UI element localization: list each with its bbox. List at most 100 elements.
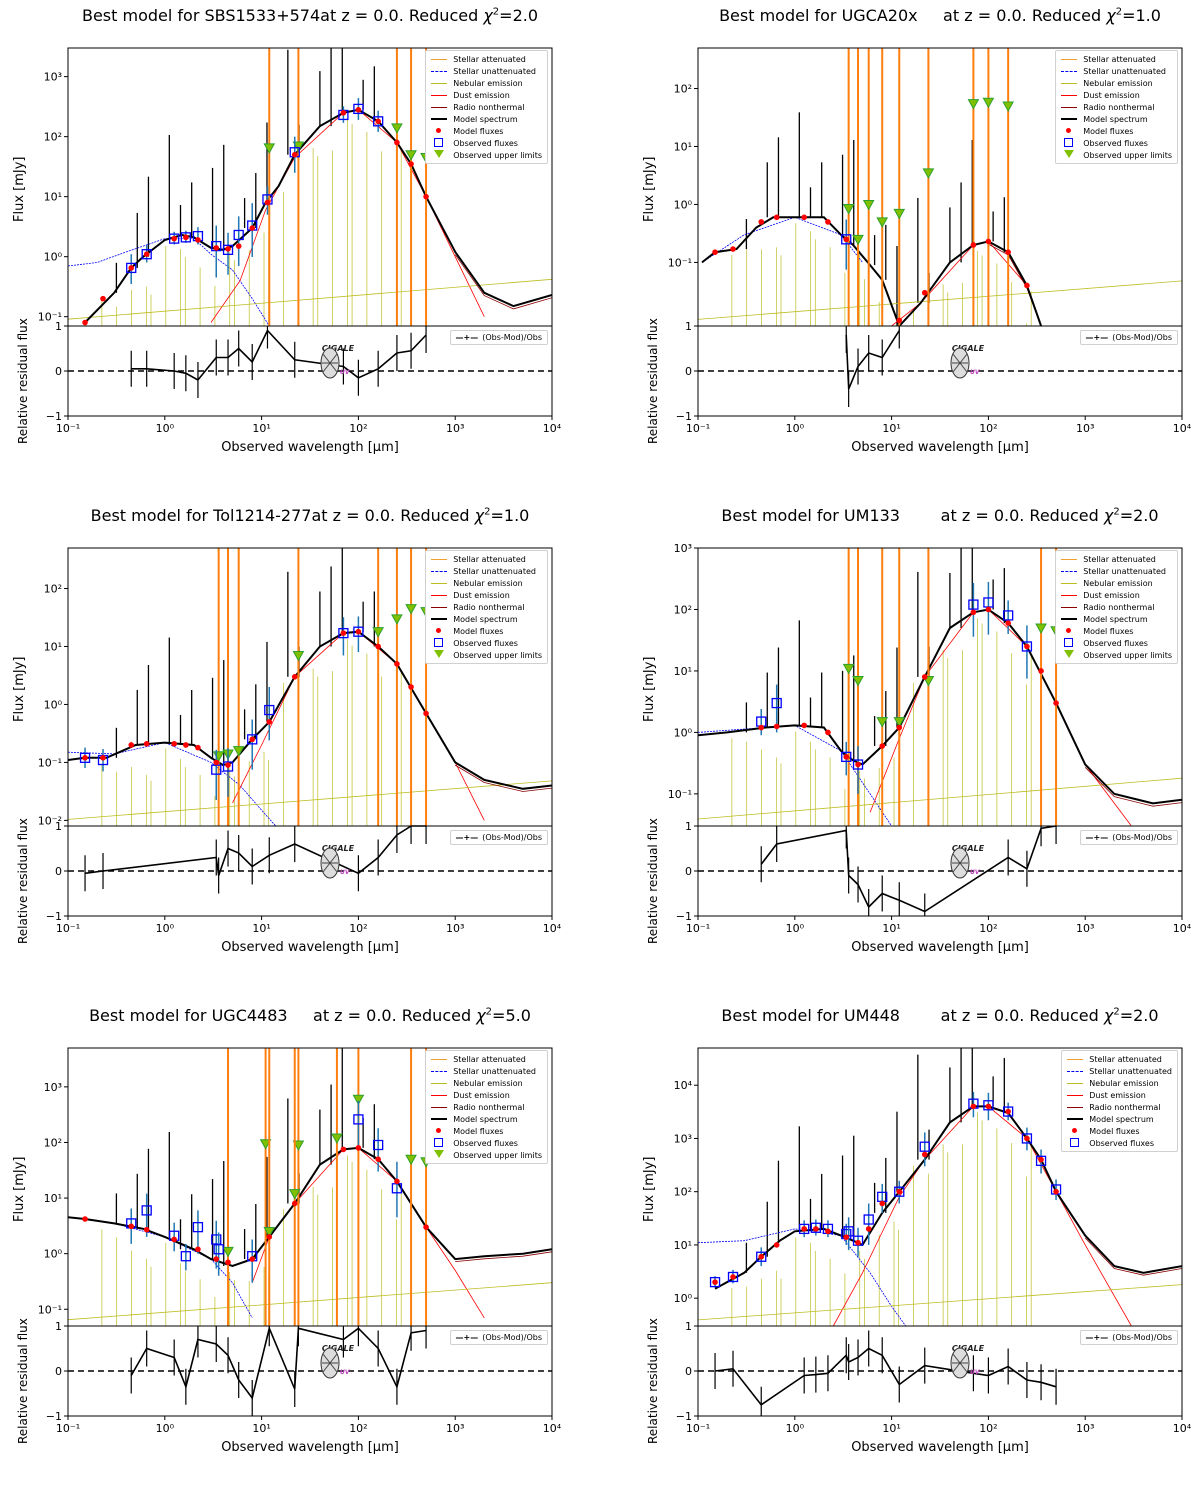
- model-flux-point: [213, 1256, 220, 1262]
- model-flux-point: [855, 761, 861, 768]
- model-flux-point: [225, 1259, 231, 1266]
- model-spikes: [745, 548, 1005, 761]
- cigale-logo: CIGALE UV IR: [318, 1344, 358, 1400]
- model-flux-point: [408, 684, 414, 690]
- residual-tick-label: 0: [685, 865, 692, 878]
- sed-panel-5: Best model for UGC4483 at z = 0.0. Reduc…: [0, 1000, 600, 1489]
- wavelength-axis-label: Observed wavelength [μm]: [851, 440, 1029, 455]
- model-flux-point: [128, 742, 135, 748]
- legend-entry: Stellar unattenuated: [431, 565, 542, 577]
- legend-entry: Stellar attenuated: [431, 1053, 542, 1065]
- model-flux-point: [773, 1242, 780, 1248]
- legend-entry: Radio nonthermal: [1061, 101, 1172, 113]
- legend-label: Model spectrum: [1083, 614, 1148, 624]
- legend-swatch: [1061, 94, 1078, 96]
- legend-swatch: [1067, 1138, 1083, 1148]
- legend-label: Model spectrum: [453, 114, 518, 124]
- model-flux-point: [921, 1151, 928, 1158]
- x-tick-label: 10⁰: [786, 1422, 805, 1435]
- legend-swatch: [1061, 118, 1078, 120]
- legend-entry: Dust emission: [431, 1089, 542, 1101]
- y-tick-label: 10²: [44, 583, 62, 596]
- legend-entry: Dust emission: [431, 89, 542, 101]
- legend-label: Observed fluxes: [453, 138, 518, 148]
- legend-swatch: [431, 1138, 447, 1148]
- chart-title: Best model for SBS1533+574at z = 0.0. Re…: [30, 6, 590, 25]
- svg-text:UV IR: UV IR: [340, 869, 352, 876]
- wavelength-axis-label: Observed wavelength [μm]: [851, 940, 1029, 955]
- y-tick-label: 10²: [674, 83, 692, 96]
- x-tick-label: 10¹: [252, 422, 270, 435]
- legend-label: Radio nonthermal: [453, 102, 525, 112]
- model-flux-point: [970, 1103, 977, 1110]
- legend-entry: Dust emission: [1067, 1089, 1172, 1101]
- model-flux-point: [143, 1226, 150, 1233]
- model-flux-point: [355, 107, 362, 113]
- upper-limit-marker: [922, 168, 935, 179]
- legend-label: Observed upper limits: [1083, 150, 1172, 160]
- legend-swatch: [431, 638, 447, 648]
- x-tick-label: 10²: [979, 422, 997, 435]
- observed-flux-marker: [919, 1141, 930, 1152]
- upper-limit-marker: [405, 1154, 417, 1166]
- residual-tick-label: 0: [55, 1365, 62, 1378]
- model-flux-point: [985, 238, 992, 245]
- legend-entry: Model spectrum: [431, 613, 542, 625]
- residual-tick-label: −1: [46, 410, 62, 423]
- title-prefix: Best model for UGCA20x at z = 0.0. Reduc…: [719, 6, 1107, 25]
- legend-swatch: [431, 1058, 448, 1060]
- legend-swatch: [1067, 1082, 1084, 1084]
- model-flux-point: [394, 661, 400, 667]
- residual-tick-label: 0: [55, 365, 62, 378]
- model-flux-point: [855, 1239, 861, 1246]
- plot-area: [698, 1048, 1182, 1326]
- legend-entry: Stellar attenuated: [431, 53, 542, 65]
- residual-tick-label: 1: [55, 1320, 62, 1333]
- legend-swatch: [1067, 1058, 1084, 1060]
- residual-series: [714, 1330, 1057, 1416]
- title-prefix: Best model for Tol1214-277at z = 0.0. Re…: [90, 506, 475, 525]
- model-flux-point: [340, 109, 347, 116]
- model-flux-point: [801, 1226, 807, 1232]
- cigale-logo-text: CIGALE: [951, 344, 985, 353]
- y-tick-label: 10⁴: [674, 1079, 693, 1092]
- legend-label: Radio nonthermal: [1083, 602, 1155, 612]
- chi-symbol: χ: [476, 1006, 486, 1025]
- observed-flux-marker: [852, 759, 864, 770]
- stellar-unattenuated-curve: [701, 216, 863, 263]
- observed-flux-marker: [264, 704, 275, 716]
- legend-label: Model fluxes: [453, 126, 504, 136]
- legend-entry: Stellar unattenuated: [1061, 565, 1172, 577]
- x-tick-label: 10⁰: [786, 422, 805, 435]
- legend-swatch: [431, 1106, 448, 1108]
- upper-limit-marker: [292, 1140, 305, 1152]
- legend-swatch: [431, 1070, 448, 1072]
- legend-swatch: [431, 626, 447, 636]
- model-flux-point: [291, 673, 298, 680]
- chi-value: =2.0: [1119, 506, 1159, 525]
- legend-swatch: [431, 618, 448, 620]
- legend-swatch: [1061, 126, 1077, 136]
- legend-label: Model spectrum: [1083, 114, 1148, 124]
- observed-flux-marker: [756, 1251, 767, 1262]
- legend-label: Nebular emission: [453, 578, 523, 588]
- legend-label: Stellar attenuated: [1089, 1054, 1162, 1064]
- model-flux-point: [375, 118, 381, 125]
- model-flux-point: [340, 630, 347, 636]
- model-flux-point: [291, 1200, 298, 1207]
- observed-flux-marker: [169, 233, 180, 244]
- model-flux-point: [896, 1188, 903, 1195]
- legend-swatch: [431, 1082, 448, 1084]
- residual-axis-label: Relative residual flux: [646, 818, 660, 944]
- chi-exponent: 2: [1115, 6, 1123, 18]
- legend-swatch: [1061, 82, 1078, 84]
- model-flux-point: [879, 743, 886, 749]
- y-tick-label: 10⁰: [44, 251, 63, 264]
- cigale-logo-text: CIGALE: [951, 844, 985, 853]
- model-flux-point: [195, 1246, 201, 1253]
- observed-flux-marker: [192, 1221, 204, 1233]
- stellar-unattenuated-curve: [698, 724, 892, 826]
- model-flux-point: [195, 237, 201, 243]
- residual-legend-marker: —+—: [455, 833, 479, 842]
